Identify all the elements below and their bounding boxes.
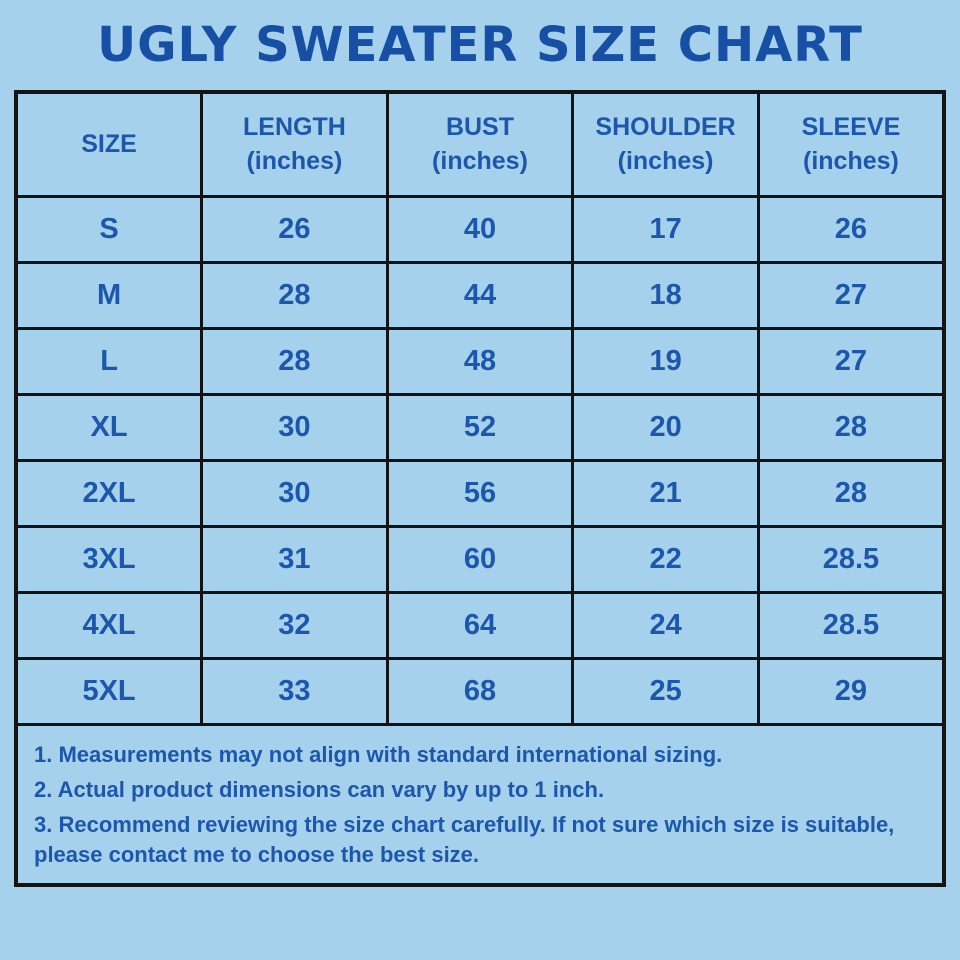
notes-row: 1. Measurements may not align with stand… (14, 722, 946, 886)
value-cell: 28.5 (756, 590, 946, 660)
value-cell: 28 (756, 458, 946, 528)
column-label: SHOULDER (595, 113, 736, 142)
size-cell: L (14, 326, 204, 396)
value-cell: 30 (200, 392, 389, 462)
page-title: UGLY SWEATER SIZE CHART (97, 17, 863, 73)
value-cell: 31 (200, 524, 389, 594)
table-footer: 1. Measurements may not align with stand… (14, 722, 946, 886)
column-label: SIZE (81, 130, 137, 159)
value-cell: 64 (385, 590, 575, 660)
table-header: SIZE LENGTH (inches) BUST (inches) SHOULDER (i… (14, 90, 946, 198)
size-cell: 2XL (14, 458, 204, 528)
value-cell: 68 (385, 656, 575, 726)
column-header-sleeve: SLEEVE (inches) (756, 90, 946, 198)
value-cell: 29 (756, 656, 946, 726)
column-label: LENGTH (243, 113, 346, 142)
notes-section: 1. Measurements may not align with stand… (14, 722, 946, 886)
size-cell: 4XL (14, 590, 204, 660)
column-unit: (inches) (617, 147, 714, 176)
column-header-size: SIZE (14, 90, 204, 198)
column-label: SLEEVE (801, 113, 901, 142)
value-cell: 28.5 (756, 524, 946, 594)
table-body: S 26 40 17 26 M 28 44 18 27 L 28 48 19 27 XL 30 52 20 28 2XL… (14, 194, 946, 726)
value-cell: 21 (571, 458, 760, 528)
column-header-bust: BUST (inches) (385, 90, 575, 198)
value-cell: 20 (571, 392, 760, 462)
value-cell: 32 (200, 590, 389, 660)
table-row-5xl: 5XL 33 68 25 29 (14, 656, 946, 726)
value-cell: 40 (385, 194, 575, 264)
value-cell: 25 (571, 656, 760, 726)
size-cell: XL (14, 392, 204, 462)
size-cell: 3XL (14, 524, 204, 594)
value-cell: 26 (756, 194, 946, 264)
table-row-xl: XL 30 52 20 28 (14, 392, 946, 462)
value-cell: 19 (571, 326, 760, 396)
value-cell: 28 (756, 392, 946, 462)
value-cell: 24 (571, 590, 760, 660)
value-cell: 27 (756, 326, 946, 396)
value-cell: 60 (385, 524, 575, 594)
table-row-4xl: 4XL 32 64 24 28.5 (14, 590, 946, 660)
value-cell: 17 (571, 194, 760, 264)
value-cell: 28 (200, 260, 389, 330)
header-row: SIZE LENGTH (inches) BUST (inches) SHOULDER (i… (14, 90, 946, 198)
value-cell: 52 (385, 392, 575, 462)
column-label: BUST (445, 113, 515, 142)
value-cell: 28 (200, 326, 389, 396)
value-cell: 44 (385, 260, 575, 330)
value-cell: 56 (385, 458, 575, 528)
table-row-l: L 28 48 19 27 (14, 326, 946, 396)
value-cell: 27 (756, 260, 946, 330)
column-unit: (inches) (246, 147, 343, 176)
size-cell: M (14, 260, 204, 330)
table-row-m: M 28 44 18 27 (14, 260, 946, 330)
table-row-s: S 26 40 17 26 (14, 194, 946, 264)
column-header-length: LENGTH (inches) (200, 90, 389, 198)
value-cell: 26 (200, 194, 389, 264)
note-line: 3. Recommend reviewing the size chart ca… (34, 811, 895, 867)
note-line: 1. Measurements may not align with stand… (34, 741, 723, 767)
table-row-2xl: 2XL 30 56 21 28 (14, 458, 946, 528)
column-unit: (inches) (432, 147, 528, 176)
column-header-shoulder: SHOULDER (inches) (571, 90, 760, 198)
note-line: 2. Actual product dimensions can vary by… (34, 776, 605, 802)
value-cell: 18 (571, 260, 760, 330)
value-cell: 48 (385, 326, 575, 396)
size-cell: S (14, 194, 204, 264)
value-cell: 30 (200, 458, 389, 528)
size-chart-table: SIZE LENGTH (inches) BUST (inches) SHOULDER (i… (14, 90, 946, 887)
column-unit: (inches) (803, 147, 899, 176)
title-bar: UGLY SWEATER SIZE CHART (0, 0, 960, 90)
value-cell: 33 (200, 656, 389, 726)
size-cell: 5XL (14, 656, 204, 726)
value-cell: 22 (571, 524, 760, 594)
table-row-3xl: 3XL 31 60 22 28.5 (14, 524, 946, 594)
